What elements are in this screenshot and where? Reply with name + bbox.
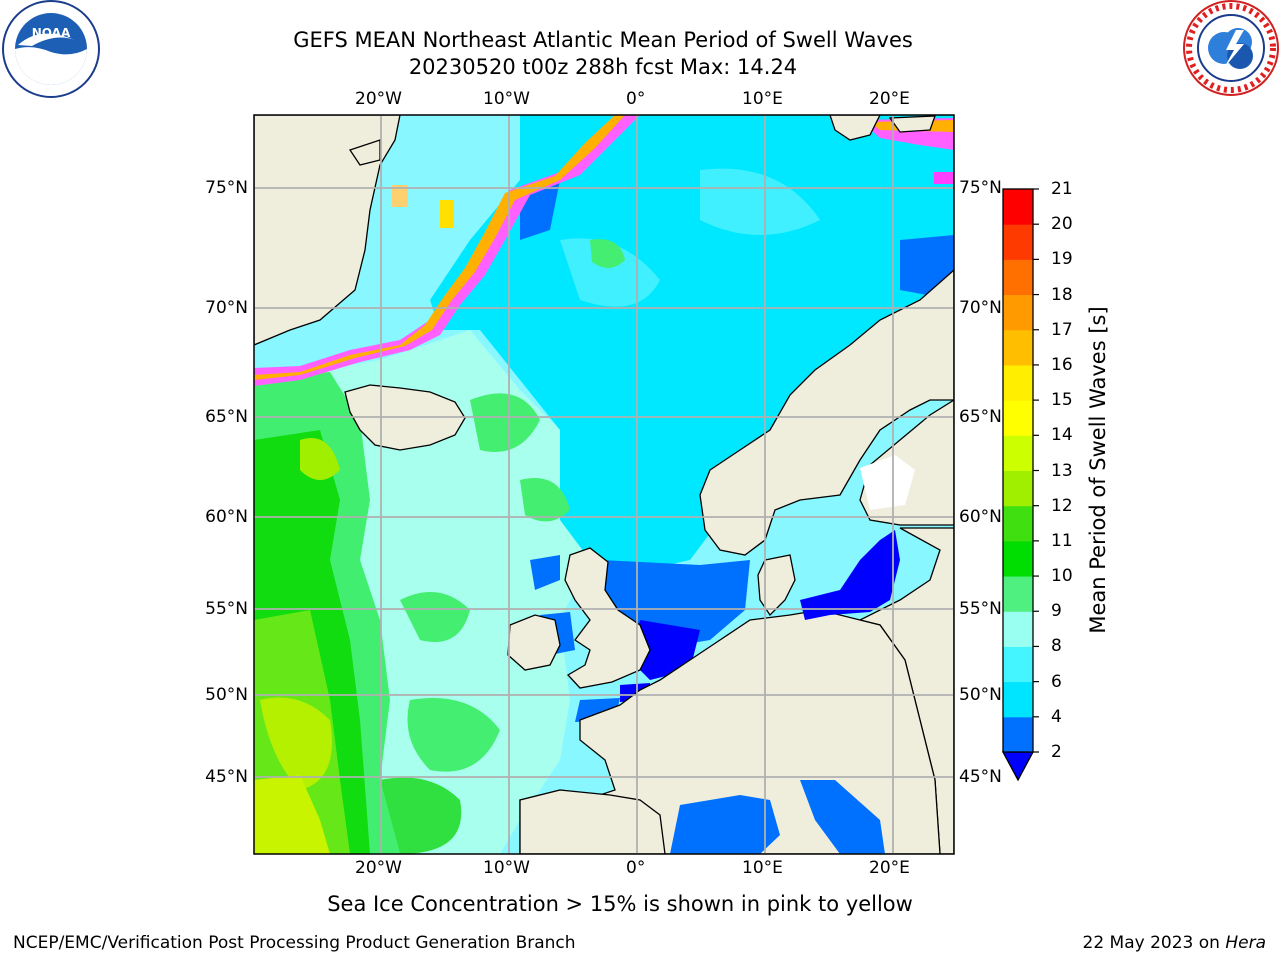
colorbar-tick-label: 14 [1051, 425, 1073, 446]
lat-label-right-55n: 55°N [959, 599, 1002, 619]
colorbar-segment [1003, 435, 1033, 471]
lon-label-bottom-10e: 10°E [742, 858, 783, 878]
lon-label-bottom-0: 0° [626, 858, 646, 878]
colorbar-segment [1003, 505, 1033, 542]
colorbar-tick-label: 9 [1051, 601, 1062, 622]
lon-label-bottom-20w: 20°W [355, 858, 402, 878]
colorbar-tick-label: 6 [1051, 671, 1062, 692]
colorbar-segment [1003, 400, 1033, 436]
sea-ice-note-text: Sea Ice Concentration > 15% is shown in … [327, 892, 913, 916]
colorbar-segment [1003, 189, 1033, 225]
lon-label-top-20e: 20°E [869, 89, 910, 109]
colorbar-extend-arrow [1001, 751, 1035, 782]
footer-date: 22 May 2023 on [1082, 933, 1226, 953]
colorbar-label: Mean Period of Swell Waves [s] [1086, 306, 1110, 634]
lat-label-right-75n: 75°N [959, 178, 1002, 198]
colorbar-segment [1003, 329, 1033, 366]
colorbar-segment [1003, 716, 1033, 753]
colorbar-segment [1003, 470, 1033, 507]
colorbar-tick-label: 18 [1051, 284, 1073, 305]
colorbar-segment [1003, 364, 1033, 401]
lat-label-left-75n: 75°N [205, 178, 248, 198]
colorbar-tick-label: 16 [1051, 354, 1073, 375]
plot-title-line2: 20230520 t00z 288h fcst Max: 14.24 [408, 55, 798, 79]
colorbar-tick-label: 12 [1051, 495, 1073, 516]
nws-logo [1183, 0, 1279, 96]
colorbar-segment [1003, 646, 1033, 683]
colorbar-tick-label: 17 [1051, 319, 1073, 340]
lon-label-top-10w: 10°W [483, 89, 530, 109]
colorbar-tick-label: 15 [1051, 390, 1073, 411]
colorbar-tick-label: 21 [1051, 179, 1073, 199]
lon-label-bottom-10w: 10°W [483, 858, 530, 878]
colorbar [1001, 188, 1039, 782]
footer-host: Hera [1225, 933, 1266, 953]
map-frame [253, 114, 955, 855]
lat-label-left-50n: 50°N [205, 685, 248, 705]
colorbar-segment [1003, 294, 1033, 331]
colorbar-segment [1003, 611, 1033, 647]
colorbar-tick-label: 10 [1051, 566, 1073, 587]
footer-credit-left: NCEP/EMC/Verification Post Processing Pr… [13, 933, 576, 953]
noaa-logo-text: NOAA [32, 26, 71, 40]
lat-label-left-65n: 65°N [205, 407, 248, 427]
lon-label-top-0: 0° [626, 89, 646, 109]
lat-label-left-70n: 70°N [205, 298, 248, 318]
colorbar-segment [1003, 224, 1033, 260]
lat-label-right-70n: 70°N [959, 298, 1002, 318]
lon-label-top-20w: 20°W [355, 89, 402, 109]
lat-label-left-60n: 60°N [205, 507, 248, 527]
lat-label-left-55n: 55°N [205, 599, 248, 619]
colorbar-segment [1003, 540, 1033, 577]
lat-label-right-50n: 50°N [959, 685, 1002, 705]
plot-title-line1: GEFS MEAN Northeast Atlantic Mean Period… [293, 28, 913, 52]
colorbar-segment [1003, 576, 1033, 612]
footer-credit-right: 22 May 2023 on Hera [1083, 932, 1267, 954]
lat-label-right-65n: 65°N [959, 407, 1002, 427]
colorbar-tick-label: 11 [1051, 530, 1073, 551]
colorbar-tick-label: 4 [1051, 706, 1062, 727]
lat-label-right-45n: 45°N [959, 767, 1002, 787]
colorbar-tick-label: 13 [1051, 460, 1073, 481]
graticule [254, 115, 954, 854]
sea-ice-note: Sea Ice Concentration > 15% is shown in … [0, 890, 1280, 918]
noaa-logo: NOAA [2, 0, 100, 98]
colorbar-tick-label: 19 [1051, 249, 1073, 270]
colorbar-tick-label: 8 [1051, 636, 1062, 657]
colorbar-segment [1003, 681, 1033, 718]
colorbar-tick-label: 20 [1051, 214, 1073, 235]
colorbar-tick-label: 2 [1051, 742, 1062, 762]
lat-label-right-60n: 60°N [959, 507, 1002, 527]
lon-label-top-10e: 10°E [742, 89, 783, 109]
lat-label-left-45n: 45°N [205, 767, 248, 787]
lon-label-bottom-20e: 20°E [869, 858, 910, 878]
colorbar-segment [1003, 259, 1033, 296]
